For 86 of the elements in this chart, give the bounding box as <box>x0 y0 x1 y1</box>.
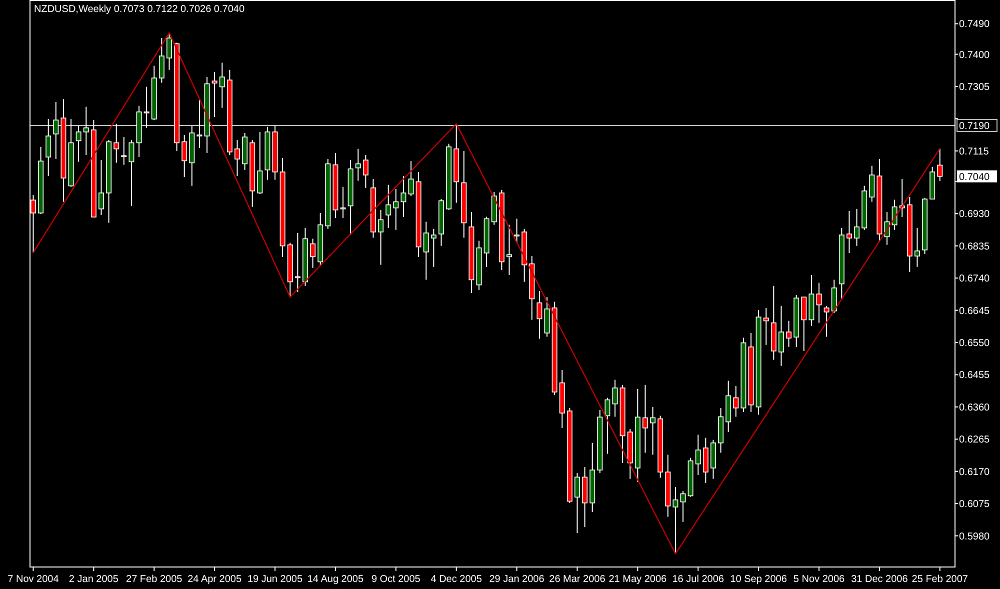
candlestick <box>854 208 860 246</box>
y-tick-label: 0.6170 <box>959 466 990 478</box>
x-tick-label: 2 Jan 2005 <box>68 574 119 585</box>
candlestick <box>612 379 618 418</box>
candlestick <box>46 118 52 176</box>
candlestick <box>83 106 89 156</box>
candlestick <box>76 125 82 162</box>
text: 0.7040 <box>959 172 990 183</box>
candlestick <box>816 282 822 324</box>
candlestick <box>196 100 202 148</box>
candlestick <box>937 148 943 182</box>
candlestick <box>393 188 399 230</box>
x-tick-label: 26 Mar 2006 <box>549 574 606 585</box>
y-tick-label: 0.6455 <box>959 370 990 382</box>
x-tick-label: 24 Apr 2005 <box>188 574 242 585</box>
y-tick-label: 0.6550 <box>959 338 990 350</box>
candlestick <box>514 218 520 244</box>
candlestick <box>355 148 361 182</box>
candlestick <box>650 406 656 456</box>
candlestick <box>378 209 384 266</box>
candlestick <box>219 62 225 108</box>
candlestick <box>128 140 134 206</box>
candlestick <box>234 140 240 176</box>
candlestick <box>158 37 164 84</box>
line-series <box>32 32 940 554</box>
x-tick-label: 19 Jun 2005 <box>247 574 303 585</box>
candlestick <box>257 131 263 194</box>
y-tick-label: 0.7115 <box>959 146 990 158</box>
y-tick-label: 0.7490 <box>959 19 990 30</box>
y-tick-label: 0.7305 <box>959 82 990 93</box>
y-tick-label: 0.6645 <box>959 306 990 317</box>
candlestick <box>536 290 542 340</box>
candlestick <box>166 32 172 70</box>
y-tick-label: 0.6075 <box>959 499 990 510</box>
chart-title: NZDUSD,Weekly 0.7073 0.7122 0.7026 0.7040 <box>34 4 245 15</box>
y-tick-label: 0.7400 <box>959 50 990 61</box>
x-tick-label: 7 Nov 2004 <box>8 574 60 585</box>
y-tick-label: 0.6740 <box>959 274 990 285</box>
candlestick <box>831 279 837 314</box>
candlestick <box>362 154 368 188</box>
candlestick <box>642 384 648 454</box>
y-tick-label: 0.6930 <box>959 209 990 220</box>
x-tick-label: 5 Nov 2006 <box>793 574 846 585</box>
candlestick <box>672 486 678 554</box>
candlestick <box>423 221 429 280</box>
x-tick-label: 25 Feb 2007 <box>912 574 968 585</box>
y-tick-label: 0.6265 <box>959 434 990 446</box>
y-tick-label: 0.6835 <box>959 241 990 252</box>
candlestick <box>400 176 406 218</box>
candlestick <box>506 224 512 276</box>
candlestick <box>695 434 701 476</box>
candlestick <box>869 165 875 202</box>
candlestick <box>144 86 150 128</box>
x-tick-label: 10 Sep 2006 <box>730 574 788 585</box>
candlestick <box>212 71 218 118</box>
x-tick-label: 27 Feb 2005 <box>126 574 183 585</box>
x-tick-label: 9 Oct 2005 <box>371 574 421 585</box>
x-tick-label: 31 Dec 2006 <box>851 574 908 585</box>
x-tick-label: 21 May 2006 <box>608 574 668 585</box>
candlestick <box>824 305 830 338</box>
candlestick <box>340 186 346 219</box>
candlestick <box>310 238 316 268</box>
candlestick <box>763 307 769 346</box>
candlestick <box>914 227 920 268</box>
x-tick-label: 4 Dec 2005 <box>430 574 482 585</box>
x-tick-label: 14 Aug 2005 <box>307 574 364 585</box>
candlestick <box>574 472 580 534</box>
candlestick <box>182 134 188 178</box>
candlestick <box>386 184 392 228</box>
candlestick <box>98 160 104 216</box>
candlestick <box>604 397 610 454</box>
candlestick <box>778 305 784 366</box>
candlestick <box>846 210 852 254</box>
x-tick-label: 16 Jul 2006 <box>672 574 724 585</box>
y-tick-label: 0.6360 <box>959 402 990 414</box>
candlestick <box>430 228 436 268</box>
ref-line-label: 0.7190 <box>959 120 990 132</box>
y-tick-label: 0.5980 <box>959 531 990 542</box>
candlestick <box>680 490 686 522</box>
candlestick <box>408 160 414 197</box>
candlestick <box>114 123 120 164</box>
candlestick <box>53 102 59 160</box>
candlestick <box>733 385 739 418</box>
candlestick <box>786 320 792 348</box>
candlestick <box>801 296 807 352</box>
x-tick-label: 29 Jan 2006 <box>489 574 545 585</box>
